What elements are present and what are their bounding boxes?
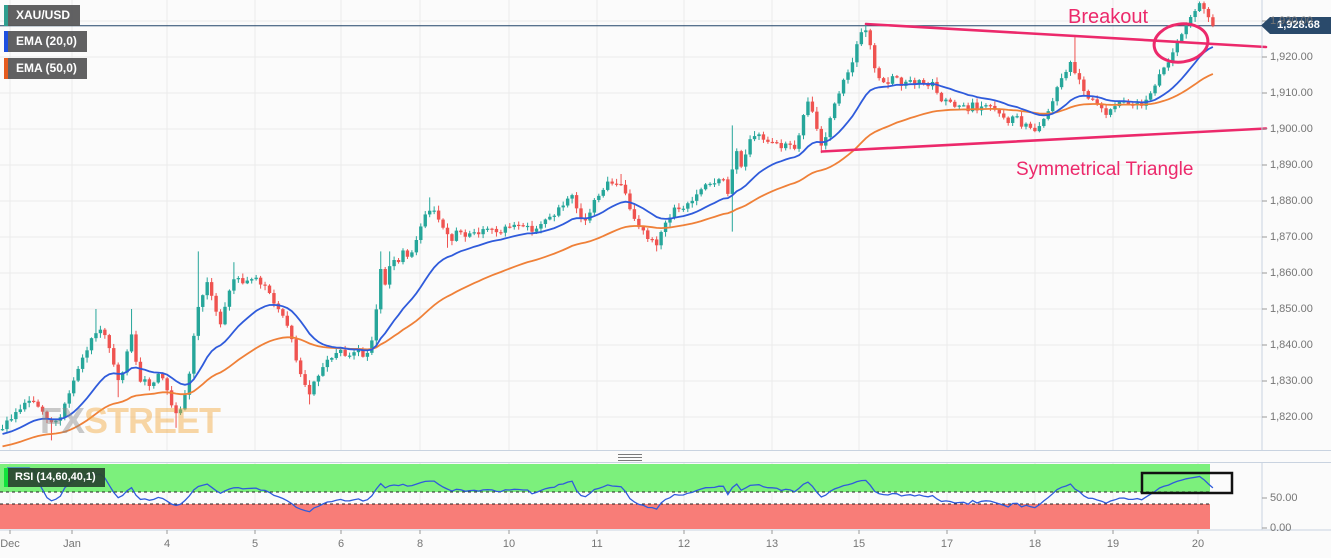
ema50-legend-box[interactable]: EMA (50,0) (4, 58, 87, 79)
rsi-accent-bar (4, 468, 8, 487)
price-axis-label: 1,900.00 (1270, 123, 1313, 135)
panel-divider-handle[interactable] (618, 454, 642, 461)
time-axis-label: 15 (852, 538, 866, 550)
price-axis-label: 1,870.00 (1270, 231, 1313, 243)
time-axis-label: 6 (337, 538, 345, 550)
breakout-annotation: Breakout (1068, 6, 1149, 28)
price-axis-label: 1,840.00 (1270, 339, 1313, 351)
time-axis-label: 8 (416, 538, 424, 550)
last-price-badge: 1,928.68 (1261, 17, 1331, 34)
price-axis-label: 1,890.00 (1270, 159, 1313, 171)
symmetrical-triangle-annotation: Symmetrical Triangle (1016, 159, 1194, 180)
price-axis-label: 1,820.00 (1270, 411, 1313, 423)
ema50-label: EMA (50,0) (16, 61, 77, 75)
ema20-legend-box[interactable]: EMA (20,0) (4, 31, 87, 52)
ema50-accent-bar (4, 58, 8, 79)
price-axis-label: 1,930.00 (1270, 15, 1313, 27)
price-axis-label: 1,880.00 (1270, 195, 1313, 207)
price-axis-label: 1,920.00 (1270, 51, 1313, 63)
time-axis-label: 18 (1028, 538, 1042, 550)
rsi-label: RSI (14,60,40,1) (15, 471, 96, 483)
ema20-accent-bar (4, 31, 8, 52)
rsi-legend-box[interactable]: RSI (14,60,40,1) (4, 468, 105, 487)
price-axis-label: 1,860.00 (1270, 267, 1313, 279)
price-axis-label: 1,850.00 (1270, 303, 1313, 315)
time-axis-label: 4 (163, 538, 171, 550)
time-axis-label: 19 (1106, 538, 1120, 550)
ema20-label: EMA (20,0) (16, 34, 77, 48)
symbol-accent-bar (4, 5, 8, 26)
time-axis-label: 5 (251, 538, 259, 550)
price-axis-label: 1,910.00 (1270, 87, 1313, 99)
time-axis-label: 20 (1191, 538, 1205, 550)
time-axis-label: 12 (677, 538, 691, 550)
price-axis-label: 1,830.00 (1270, 375, 1313, 387)
symbol-label: XAU/USD (16, 8, 71, 22)
rsi-axis-label: 0.00 (1270, 522, 1292, 534)
time-axis-label: Jan (63, 538, 81, 550)
time-axis-label: 10 (502, 538, 516, 550)
time-axis-label: 11 (591, 538, 603, 550)
time-axis-label: 17 (940, 538, 954, 550)
time-axis-label: 13 (765, 538, 779, 550)
symbol-legend-box[interactable]: XAU/USD (4, 5, 81, 26)
rsi-axis-label: 50.00 (1270, 492, 1298, 504)
time-axis-label: Dec (0, 538, 20, 550)
fxstreet-watermark: FXSTREET (40, 400, 221, 441)
